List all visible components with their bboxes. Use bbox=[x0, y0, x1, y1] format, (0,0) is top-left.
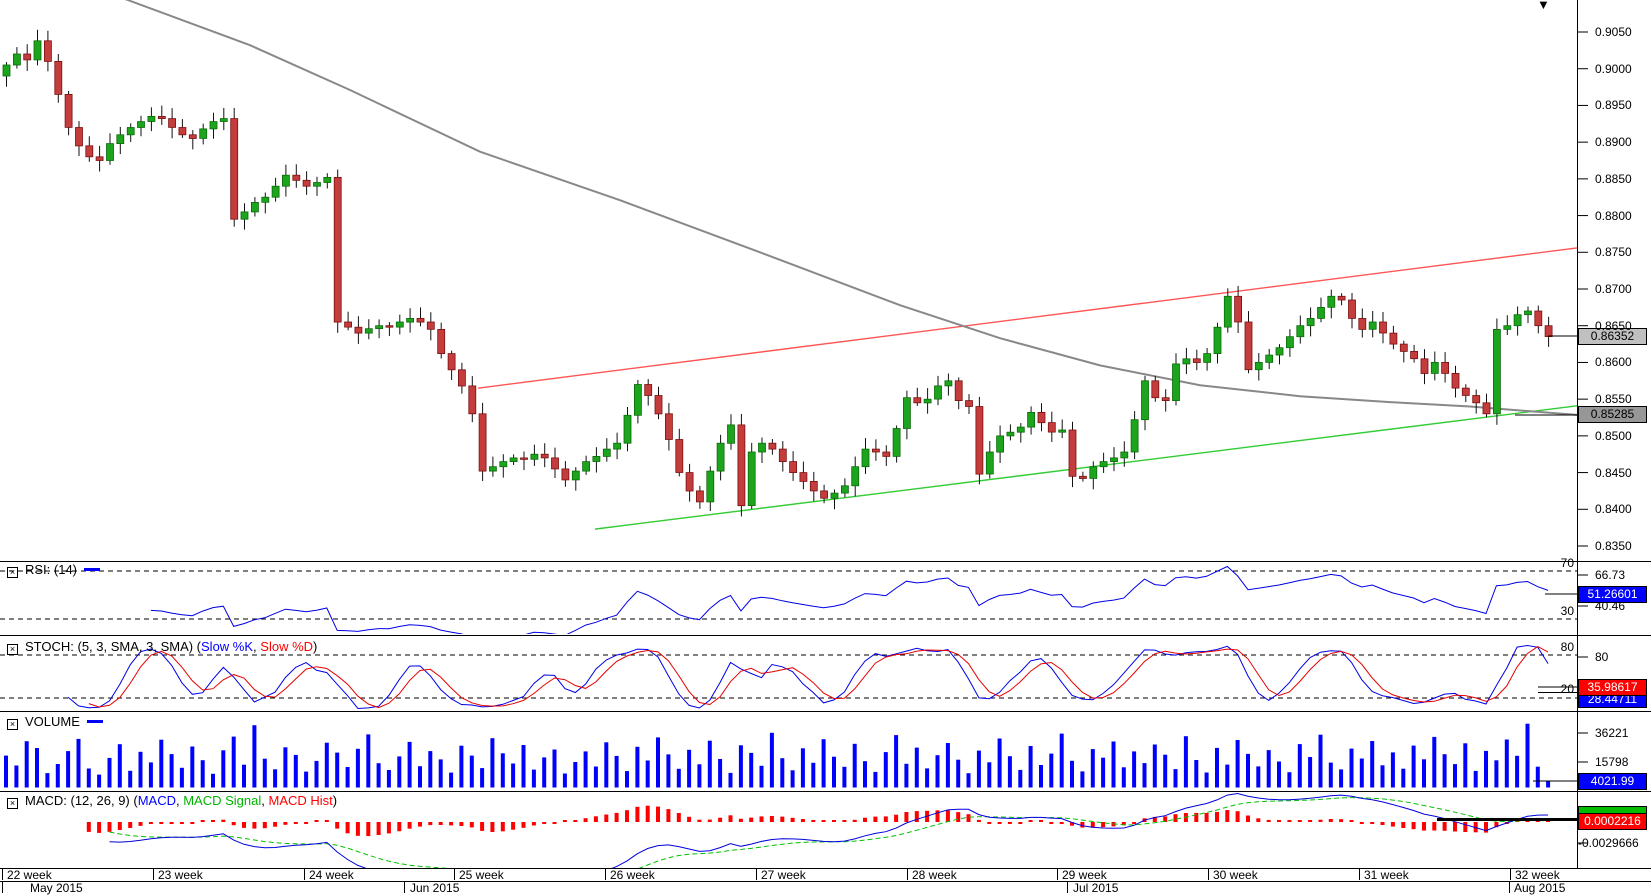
stoch-checkbox-icon[interactable]: × bbox=[7, 644, 18, 655]
rsi-level-30-label: 30 bbox=[1560, 604, 1574, 618]
volume-tick-2: 15798 bbox=[1595, 755, 1629, 769]
stoch-label-suffix: ) bbox=[313, 639, 318, 654]
macd-tick-low: -0.0029666 bbox=[1578, 836, 1639, 850]
price-tick-label: 0.8950 bbox=[1595, 98, 1632, 112]
week-axis-label: 25 week bbox=[459, 868, 504, 882]
month-axis-label: Aug 2015 bbox=[1514, 881, 1566, 895]
macd-line bbox=[109, 792, 1549, 868]
trendline-support[interactable] bbox=[594, 405, 1578, 530]
price-tick-label: 0.8550 bbox=[1595, 392, 1632, 406]
macd-panel-label: MACD: (12, 26, 9) ( bbox=[25, 793, 138, 808]
week-axis-label: 28 week bbox=[912, 868, 957, 882]
macd-checkbox-icon[interactable]: × bbox=[7, 798, 18, 809]
rsi-value-badge: 51.26601 bbox=[1578, 586, 1647, 603]
trendline-resistance[interactable] bbox=[477, 247, 1578, 389]
stoch-label-separator: , bbox=[253, 639, 261, 654]
price-tick-label: 0.8700 bbox=[1595, 282, 1632, 296]
macd-hist-label: MACD Hist bbox=[268, 793, 333, 808]
price-tick-label: 0.8400 bbox=[1595, 502, 1632, 516]
price-tick-label: 0.8600 bbox=[1595, 355, 1632, 369]
price-tick-label: 0.8350 bbox=[1595, 539, 1632, 553]
week-axis-label: 26 week bbox=[610, 868, 655, 882]
stoch-d-value-badge: 35.98617 bbox=[1578, 679, 1647, 696]
week-axis-label: 23 week bbox=[158, 868, 203, 882]
price-tick-label: 0.8450 bbox=[1595, 466, 1632, 480]
stoch-level-20-label: 20 bbox=[1560, 682, 1574, 696]
volume-bars bbox=[4, 723, 1551, 788]
volume-swatch-icon bbox=[86, 720, 103, 723]
ma-price-badge: 0.85285 bbox=[1578, 406, 1647, 423]
month-axis-label: May 2015 bbox=[30, 881, 83, 895]
week-axis-label: 31 week bbox=[1364, 868, 1409, 882]
rsi-panel-header: × RSI: (14) bbox=[7, 562, 101, 578]
stoch-k-label: Slow %K bbox=[201, 639, 254, 654]
price-tick-label: 0.8650 bbox=[1595, 319, 1632, 333]
stoch-panel-header: × STOCH: (5, 3, SMA, 3, SMA) (Slow %K, Sl… bbox=[7, 639, 318, 655]
volume-checkbox-icon[interactable]: × bbox=[7, 719, 18, 730]
macd-panel-header: × MACD: (12, 26, 9) (MACD, MACD Signal, M… bbox=[7, 793, 337, 809]
stoch-panel-label: STOCH: (5, 3, SMA, 3, SMA) ( bbox=[25, 639, 202, 654]
month-axis-label: Jul 2015 bbox=[1073, 881, 1119, 895]
stoch-d-line bbox=[88, 646, 1549, 709]
stoch-tick-80: 80 bbox=[1595, 650, 1609, 664]
volume-panel-header: × VOLUME bbox=[7, 714, 103, 730]
stoch-d-label: Slow %D bbox=[260, 639, 314, 654]
stoch-level-80-label: 80 bbox=[1560, 640, 1574, 654]
rsi-panel-label: RSI: (14) bbox=[25, 562, 78, 577]
rsi-line-swatch-icon bbox=[84, 568, 101, 571]
candles-series bbox=[2, 29, 1553, 517]
week-axis-label: 32 week bbox=[1515, 868, 1560, 882]
price-tick-label: 0.8500 bbox=[1595, 429, 1632, 443]
rsi-tick-high: 66.73 bbox=[1595, 568, 1626, 582]
week-axis-label: 30 week bbox=[1213, 868, 1258, 882]
stoch-k-line bbox=[67, 644, 1549, 710]
rsi-checkbox-icon[interactable]: × bbox=[7, 567, 18, 578]
macd-signal-label: MACD Signal bbox=[183, 793, 262, 808]
week-axis-label: 22 week bbox=[7, 868, 52, 882]
week-axis-label: 27 week bbox=[761, 868, 806, 882]
macd-line-label: MACD bbox=[137, 793, 176, 808]
price-tick-label: 0.8750 bbox=[1595, 245, 1632, 259]
rsi-level-70-label: 70 bbox=[1560, 556, 1574, 570]
price-tick-label: 0.8800 bbox=[1595, 209, 1632, 223]
price-tick-label: 0.8900 bbox=[1595, 135, 1632, 149]
bid-price-badge: 0.86352 bbox=[1578, 328, 1647, 345]
volume-panel-label: VOLUME bbox=[25, 714, 80, 729]
macd-histogram bbox=[86, 805, 1551, 837]
volume-value-badge: 4021.99 bbox=[1578, 773, 1647, 790]
scroll-to-latest-icon[interactable]: ▼ bbox=[1537, 0, 1550, 12]
price-tick-label: 0.9000 bbox=[1595, 62, 1632, 76]
week-axis-label: 24 week bbox=[309, 868, 354, 882]
ma-line bbox=[124, 0, 1578, 416]
volume-tick-1: 36221 bbox=[1595, 726, 1629, 740]
week-axis-label: 29 week bbox=[1062, 868, 1107, 882]
rsi-line bbox=[150, 565, 1549, 634]
price-tick-label: 0.9050 bbox=[1595, 25, 1632, 39]
month-axis-label: Jun 2015 bbox=[410, 881, 460, 895]
macd-hist-value-badge: 0.0002216 bbox=[1578, 813, 1647, 830]
price-tick-label: 0.8850 bbox=[1595, 172, 1632, 186]
